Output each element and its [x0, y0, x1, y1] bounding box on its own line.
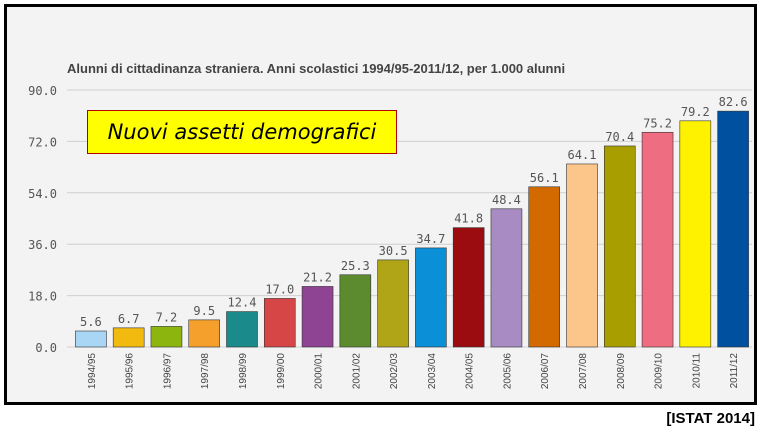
bar-value-label: 21.2: [303, 270, 332, 284]
bar: [339, 274, 372, 348]
bar-value-label: 7.2: [156, 310, 178, 324]
x-tick-label: 1995/96: [125, 353, 136, 390]
bar: [603, 145, 636, 348]
y-axis: 0.0 18.0 36.0 54.0 72.0 90.0: [28, 84, 57, 355]
bar: [679, 120, 712, 348]
bars: 5.6 6.7 7.2 9.5 12.4 17.0 21.2 25.3 30.5 34.7 41.8…: [75, 95, 749, 348]
callout-box: Nuovi assetti demografici: [87, 110, 397, 154]
x-tick-label: 2007/08: [578, 353, 589, 390]
bar: [301, 286, 334, 348]
bar-value-label: 48.4: [492, 193, 521, 207]
callout-text: Nuovi assetti demografici: [107, 120, 377, 144]
x-tick-label: 2002/03: [389, 353, 400, 390]
bar-value-label: 25.3: [341, 259, 370, 273]
bar: [263, 298, 296, 348]
bar: [566, 163, 598, 348]
bar: [75, 330, 107, 348]
bar: [452, 227, 485, 348]
bar-value-label: 41.8: [454, 212, 483, 226]
bar-value-label: 56.1: [530, 171, 559, 185]
bar: [528, 186, 561, 348]
y-tick-label: 72.0: [28, 135, 57, 149]
x-tick-label: 2003/04: [427, 353, 438, 390]
chart-title: Alunni di cittadinanza straniera. Anni s…: [67, 61, 565, 76]
y-tick-label: 54.0: [28, 187, 57, 201]
bar-value-label: 79.2: [681, 105, 710, 119]
bar: [188, 319, 221, 348]
bar-value-label: 70.4: [605, 130, 634, 144]
x-tick-label: 2011/12: [729, 353, 740, 389]
bar-value-label: 12.4: [228, 296, 257, 310]
source-label: [ISTAT 2014]: [666, 410, 755, 427]
x-tick-label: 1994/95: [87, 353, 98, 390]
bar-value-label: 6.7: [118, 312, 140, 326]
bar-value-label: 17.0: [265, 282, 294, 296]
bar: [150, 326, 183, 348]
y-tick-label: 36.0: [28, 238, 57, 252]
bar-chart: Alunni di cittadinanza straniera. Anni s…: [28, 61, 752, 390]
x-tick-label: 2001/02: [351, 353, 362, 390]
x-tick-label: 2005/06: [502, 353, 513, 390]
x-axis: 1994/95 1995/96 1996/97 1997/98 1998/99 1999/…: [87, 353, 740, 390]
x-tick-label: 1998/99: [238, 353, 249, 390]
x-tick-label: 2009/10: [654, 353, 665, 390]
x-tick-label: 1997/98: [200, 353, 211, 390]
x-tick-label: 1996/97: [162, 353, 173, 390]
bar-value-label: 30.5: [379, 244, 408, 258]
x-tick-label: 2008/09: [616, 353, 627, 390]
bar-value-label: 64.1: [568, 148, 597, 162]
x-tick-label: 2006/07: [540, 353, 551, 390]
bar: [490, 208, 523, 348]
bar: [377, 259, 409, 348]
bar: [641, 131, 674, 348]
bar-value-label: 9.5: [193, 304, 215, 318]
x-tick-label: 2004/05: [465, 353, 476, 390]
x-tick-label: 2000/01: [314, 353, 325, 390]
bar: [112, 327, 145, 348]
y-tick-label: 0.0: [35, 341, 57, 355]
bar: [415, 247, 447, 348]
x-tick-label: 1999/00: [276, 353, 287, 390]
bar-value-label: 5.6: [80, 315, 102, 329]
bar-value-label: 82.6: [719, 95, 748, 109]
chart-frame: Alunni di cittadinanza straniera. Anni s…: [4, 4, 757, 405]
bar-value-label: 75.2: [643, 116, 672, 130]
bar: [226, 311, 258, 348]
y-tick-label: 18.0: [28, 290, 57, 304]
y-tick-label: 90.0: [28, 84, 57, 98]
bar-value-label: 34.7: [416, 232, 445, 246]
x-tick-label: 2010/11: [691, 353, 702, 389]
bar: [717, 110, 749, 348]
